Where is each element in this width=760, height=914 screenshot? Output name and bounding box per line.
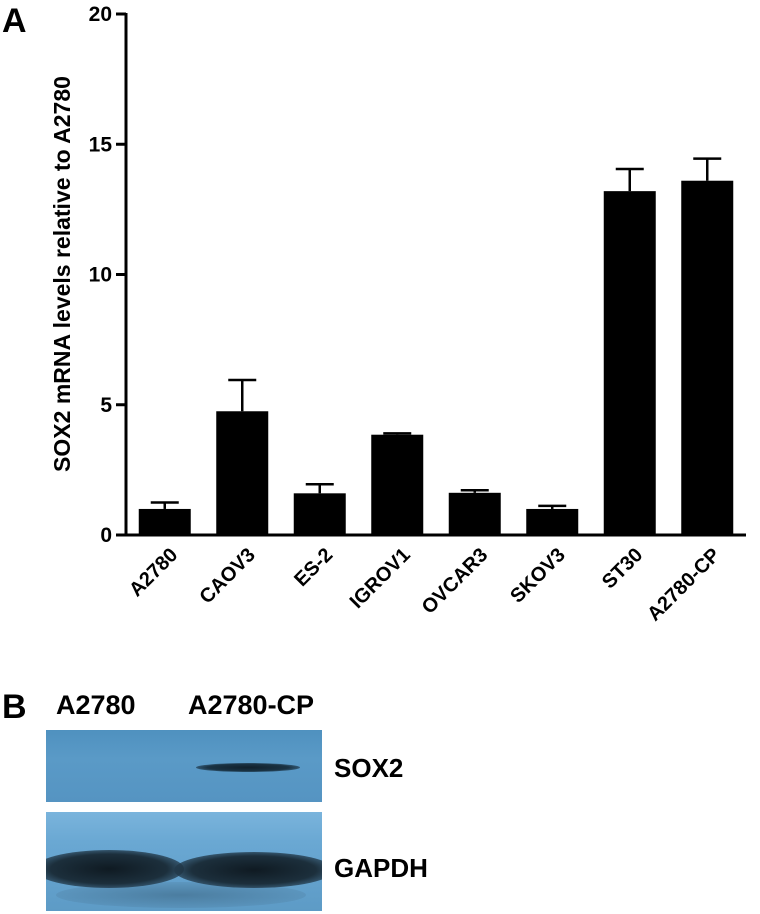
x-tick-label-es-2: ES-2 <box>290 544 337 591</box>
western-blot-gapdh <box>46 812 322 911</box>
bar-igrov1 <box>371 434 424 535</box>
y-tick-label-10: 10 <box>89 264 112 287</box>
bar-es-2 <box>293 493 346 535</box>
panel-b-label: B <box>2 688 27 726</box>
panel-a-label: A <box>2 2 27 40</box>
x-tick-label-st30: ST30 <box>598 544 647 593</box>
bar-st30 <box>603 191 656 535</box>
x-tick-label-igrov1: IGROV1 <box>346 544 415 613</box>
bar-chart: A2780 CAOV3 ES-2 IGROV1 OVCAR3 SKOV3 ST30A2780… <box>49 3 746 626</box>
x-tick-label-a2780-cp: A2780-CP <box>643 544 725 626</box>
blot-lane-label-a2780: A2780 <box>56 690 136 720</box>
bar-ovcar3 <box>448 492 501 535</box>
gapdh-band-a2780-cp <box>174 852 322 888</box>
bar-skov3 <box>526 508 579 535</box>
blot-row-label-sox2: SOX2 <box>334 753 404 783</box>
x-tick-label-a2780: A2780 <box>125 544 182 601</box>
bar-a2780-cp <box>681 180 734 535</box>
y-tick-label-15: 15 <box>89 133 113 156</box>
y-axis-title: SOX2 mRNA levels relative to A2780 <box>49 76 75 472</box>
x-tick-label-caov3: CAOV3 <box>196 544 260 608</box>
bar-caov3 <box>216 411 269 535</box>
gapdh-band-a2780 <box>46 850 184 888</box>
y-tick-label-20: 20 <box>89 3 112 26</box>
blot-row-label-gapdh: GAPDH <box>334 853 428 883</box>
y-tick-label-5: 5 <box>100 394 112 417</box>
sox2-band-a2780-cp <box>196 763 300 772</box>
bars-layer <box>138 157 734 535</box>
blot-lane-label-a2780-cp: A2780-CP <box>188 690 315 720</box>
x-tick-label-ovcar3: OVCAR3 <box>418 544 493 619</box>
western-blot-sox2 <box>46 730 322 802</box>
bar-a2780 <box>138 508 191 535</box>
x-tick-label-skov3: SKOV3 <box>506 544 570 608</box>
y-tick-label-0: 0 <box>100 524 112 547</box>
